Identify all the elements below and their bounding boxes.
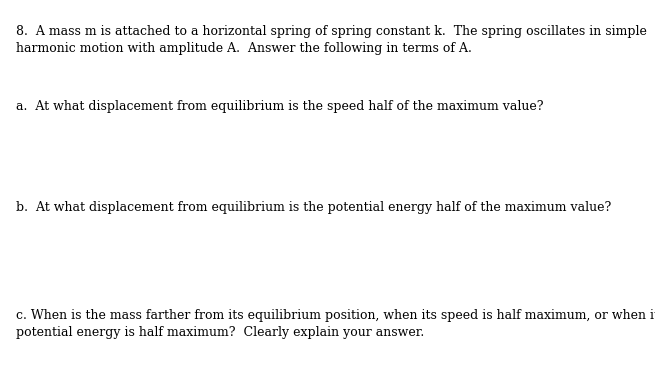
- Text: c. When is the mass farther from its equilibrium position, when its speed is hal: c. When is the mass farther from its equ…: [16, 309, 655, 339]
- Text: b.  At what displacement from equilibrium is the potential energy half of the ma: b. At what displacement from equilibrium…: [16, 201, 612, 214]
- Text: 8.  A mass m is attached to a horizontal spring of spring constant k.  The sprin: 8. A mass m is attached to a horizontal …: [16, 25, 647, 55]
- Text: a.  At what displacement from equilibrium is the speed half of the maximum value: a. At what displacement from equilibrium…: [16, 100, 544, 113]
